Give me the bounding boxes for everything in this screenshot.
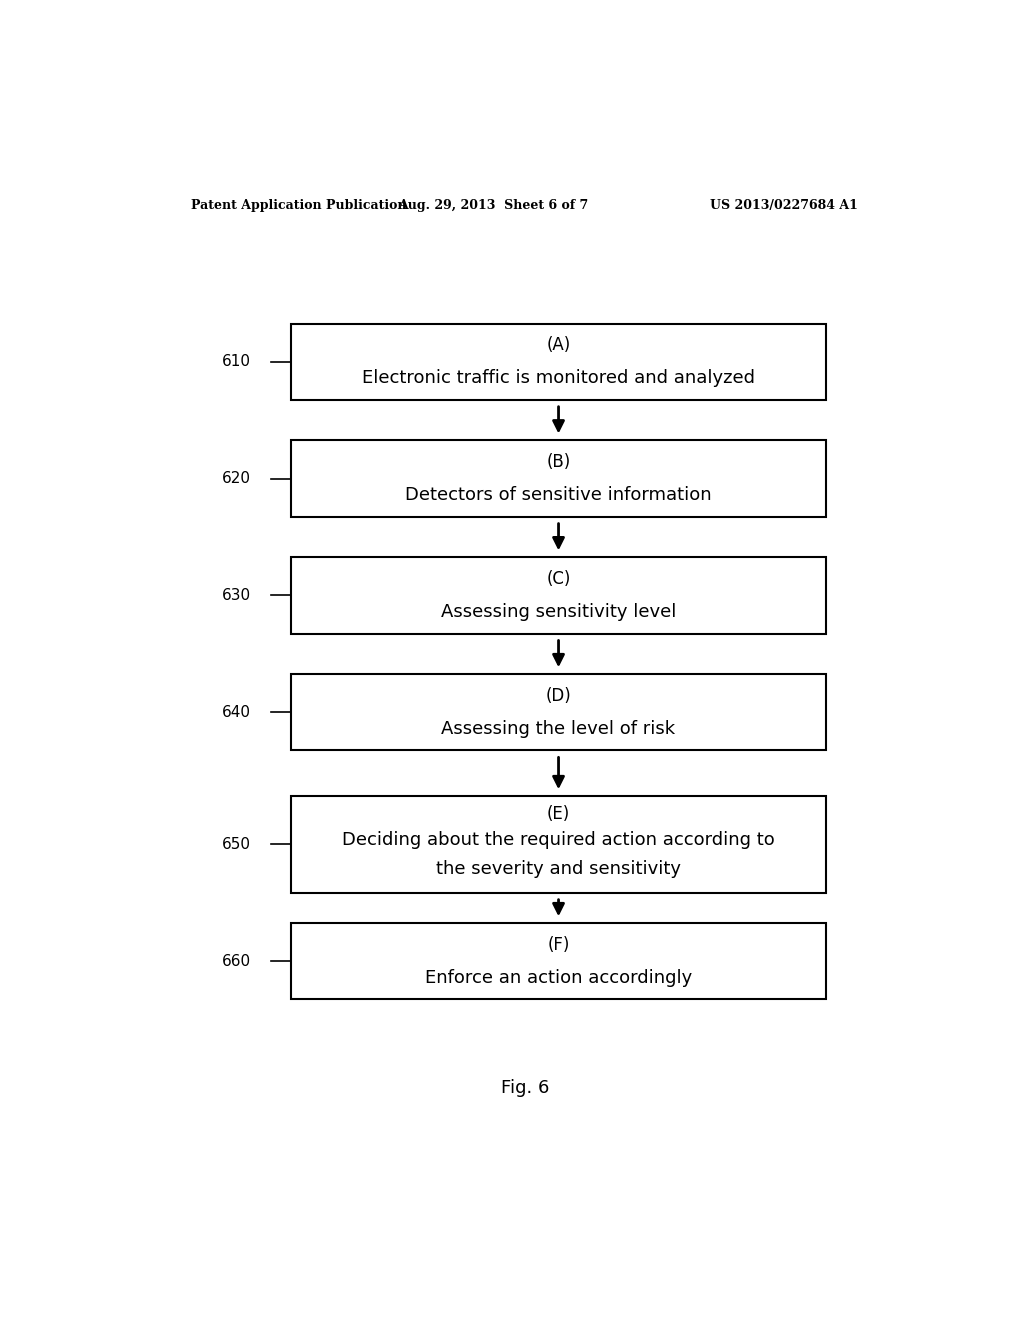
Text: (F): (F) [548,936,569,954]
Text: 640: 640 [222,705,251,719]
Text: (E): (E) [547,805,570,822]
Text: 610: 610 [222,354,251,370]
Text: the severity and sensitivity: the severity and sensitivity [436,859,681,878]
FancyBboxPatch shape [291,441,826,516]
Text: Deciding about the required action according to: Deciding about the required action accor… [342,832,775,849]
Text: Assessing the level of risk: Assessing the level of risk [441,719,676,738]
Text: Detectors of sensitive information: Detectors of sensitive information [406,486,712,504]
Text: (C): (C) [547,570,570,589]
Text: Aug. 29, 2013  Sheet 6 of 7: Aug. 29, 2013 Sheet 6 of 7 [398,198,588,211]
Text: (B): (B) [547,453,570,471]
Text: Fig. 6: Fig. 6 [501,1080,549,1097]
Text: 660: 660 [222,954,251,969]
Text: (D): (D) [546,688,571,705]
Text: Electronic traffic is monitored and analyzed: Electronic traffic is monitored and anal… [362,370,755,387]
Text: (A): (A) [547,337,570,354]
Text: Assessing sensitivity level: Assessing sensitivity level [441,603,676,620]
Text: 620: 620 [222,471,251,486]
FancyBboxPatch shape [291,675,826,751]
FancyBboxPatch shape [291,323,826,400]
Text: 630: 630 [222,587,251,603]
FancyBboxPatch shape [291,923,826,999]
FancyBboxPatch shape [291,796,826,892]
Text: US 2013/0227684 A1: US 2013/0227684 A1 [711,198,858,211]
FancyBboxPatch shape [291,557,826,634]
Text: Patent Application Publication: Patent Application Publication [191,198,407,211]
Text: Enforce an action accordingly: Enforce an action accordingly [425,969,692,986]
Text: 650: 650 [222,837,251,851]
